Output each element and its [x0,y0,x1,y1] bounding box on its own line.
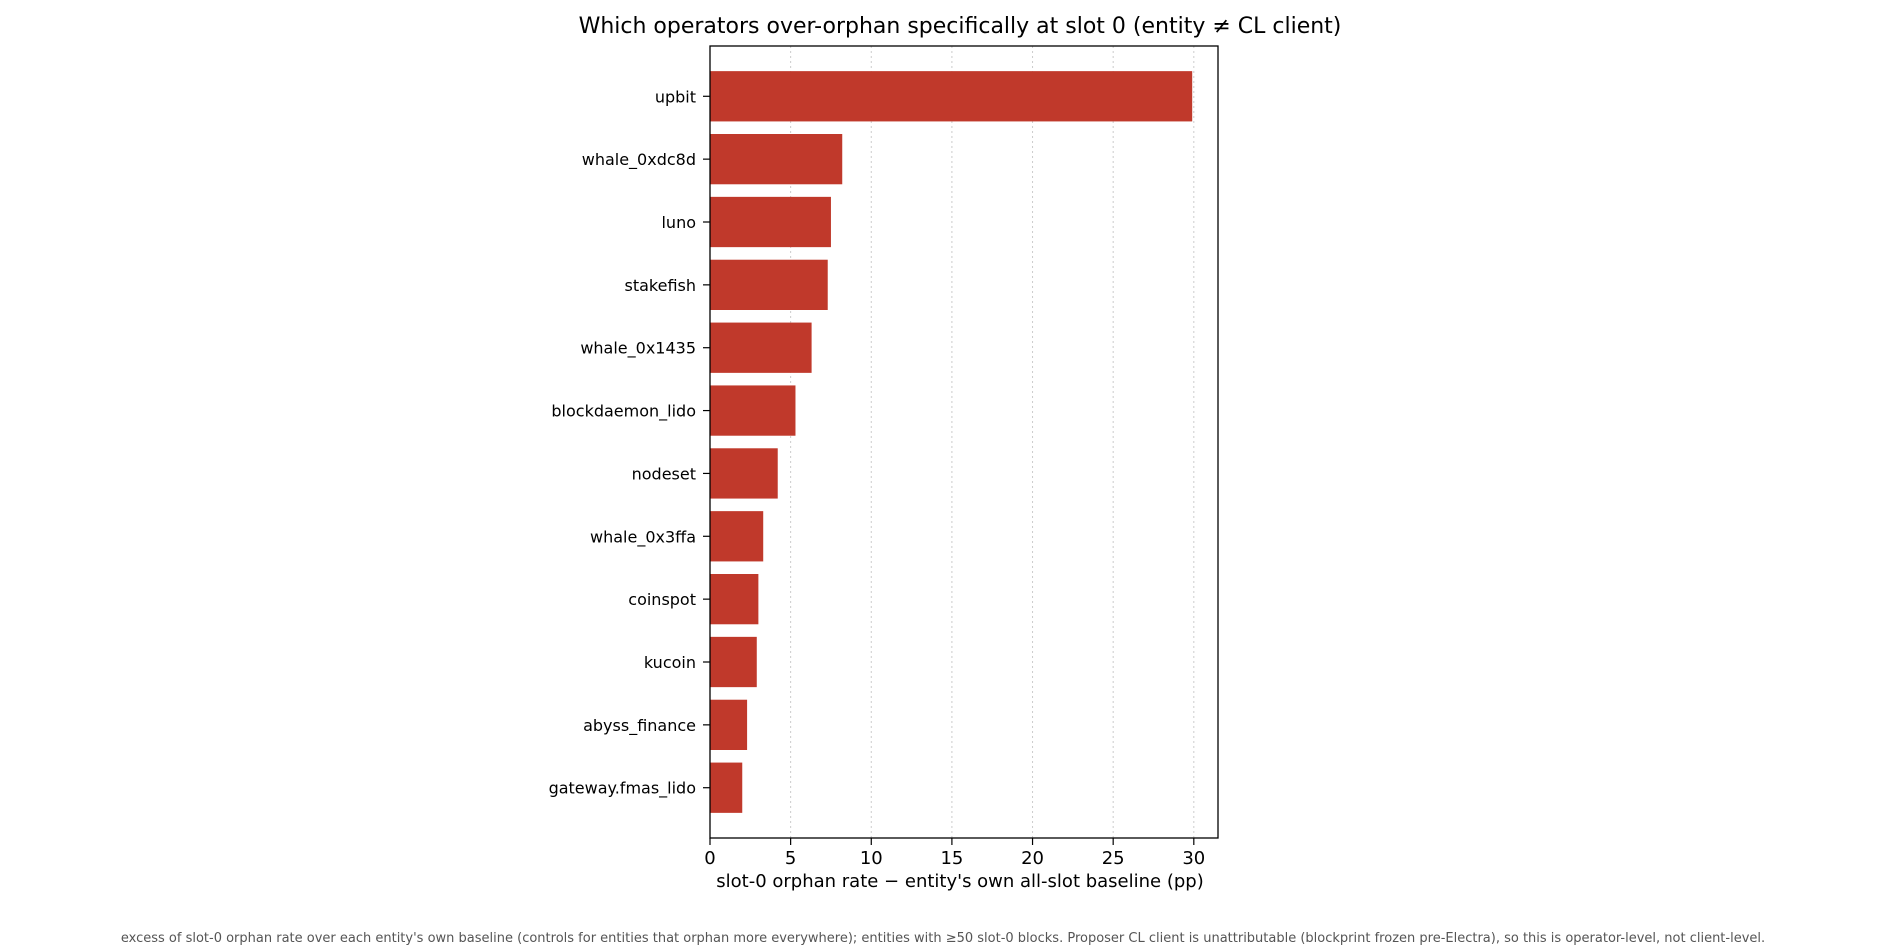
bar [710,196,831,248]
bar [710,699,748,750]
chart-title: Which operators over-orphan specifically… [579,14,1342,39]
bar [710,134,843,185]
x-axis-label: slot-0 orphan rate − entity's own all-sl… [716,871,1204,892]
x-tick-label: 10 [860,848,883,869]
plot-frame [709,45,1219,839]
x-tick-label: 15 [940,848,963,869]
y-tick-label: blockdaemon_lido [551,402,696,422]
y-tick-label: kucoin [644,653,696,672]
footnote: excess of slot-0 orphan rate over each e… [121,931,1765,946]
y-tick-label: stakefish [624,276,696,295]
bar [710,574,759,625]
y-tick-label: upbit [655,87,696,106]
x-tick-label: 20 [1021,848,1044,869]
x-tick-label: 0 [704,848,715,869]
bars [710,71,1193,813]
y-tick-label: nodeset [632,464,696,483]
bar [710,636,757,688]
bar [710,322,812,373]
bar [710,762,743,813]
bar [710,448,778,499]
y-tick-label: whale_0xdc8d [582,150,696,170]
bar [710,71,1193,122]
y-tick-label: abyss_finance [583,716,696,736]
bar [710,259,828,310]
y-tick-label: coinspot [628,590,696,609]
x-tick-label: 30 [1182,848,1205,869]
x-tick-label: 5 [785,848,796,869]
x-ticks: 0 5 10 15 20 25 30 [704,838,1205,869]
grid [790,46,1195,838]
y-tick-label: whale_0x3ffa [590,527,696,547]
bar [710,511,764,562]
y-tick-label: gateway.fmas_lido [549,779,696,799]
x-tick-label: 25 [1102,848,1125,869]
y-tick-label: whale_0x1435 [580,339,696,359]
bar [710,385,796,436]
y-tick-label: luno [661,213,696,232]
